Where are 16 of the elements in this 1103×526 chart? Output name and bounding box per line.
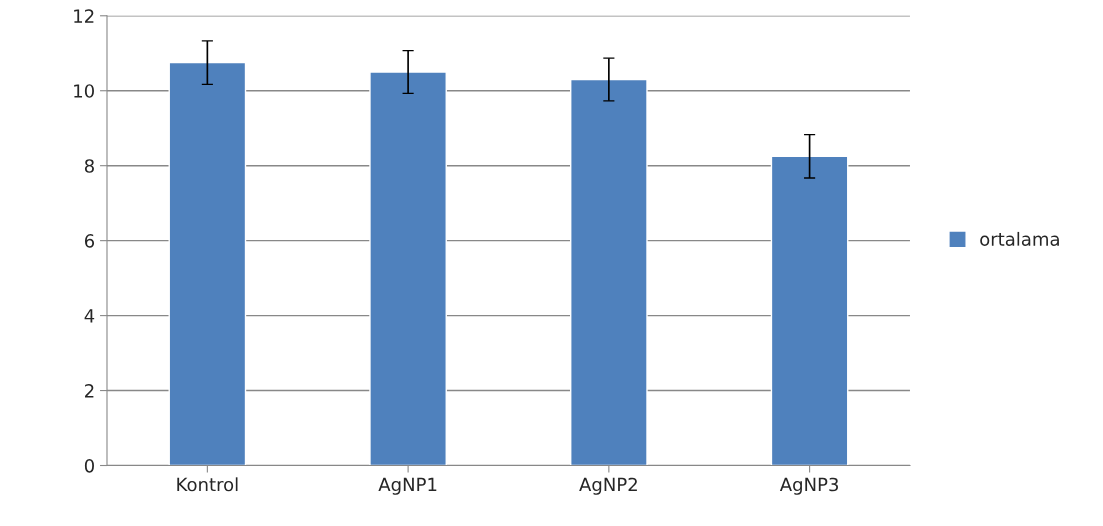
bar bbox=[168, 61, 247, 466]
legend-label: ortalama bbox=[980, 231, 1059, 246]
bar bbox=[770, 155, 849, 466]
x-tick-label: Kontrol bbox=[177, 477, 238, 492]
y-tick-label: 6 bbox=[84, 234, 95, 248]
x-tick-label: AgNP1 bbox=[378, 477, 437, 495]
y-tick-label: 8 bbox=[84, 159, 94, 173]
x-tick-label: AgNP2 bbox=[579, 477, 637, 495]
y-tick-label: 12 bbox=[74, 9, 94, 23]
y-tick-label: 2 bbox=[85, 384, 94, 398]
bar bbox=[369, 71, 447, 466]
bar bbox=[570, 78, 648, 466]
x-tick-label: AgNP3 bbox=[779, 477, 838, 495]
y-tick-label: 10 bbox=[74, 84, 94, 98]
y-tick-label: 0 bbox=[84, 458, 94, 473]
y-tick-label: 4 bbox=[84, 309, 95, 323]
